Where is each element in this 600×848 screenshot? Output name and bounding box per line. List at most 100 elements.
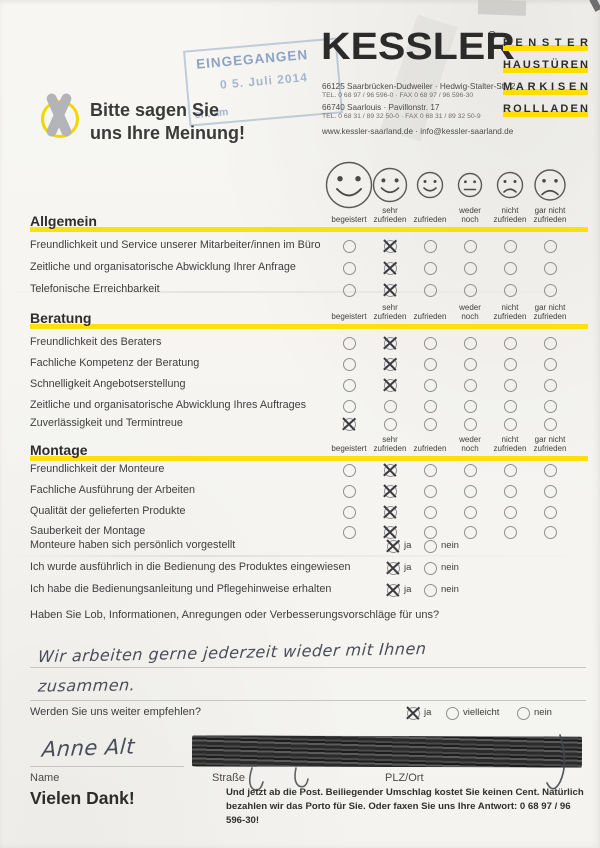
rating-radio-3[interactable] (423, 463, 437, 477)
rating-radio-4[interactable] (463, 261, 477, 275)
rating-radio-6[interactable] (543, 399, 557, 413)
recommend-radio-nein[interactable] (516, 706, 530, 720)
rating-radio-2-checked[interactable] (383, 239, 397, 253)
rating-radio-3[interactable] (423, 357, 437, 371)
answer-line-2[interactable] (30, 700, 586, 701)
rating-radio-4[interactable] (463, 336, 477, 350)
rating-radio-2-checked[interactable] (383, 378, 397, 392)
rating-radio-5[interactable] (503, 417, 517, 431)
yesno-radio-nein[interactable] (423, 539, 437, 553)
rating-radio-4[interactable] (463, 239, 477, 253)
rating-radio-6[interactable] (543, 239, 557, 253)
rating-radio-5[interactable] (503, 239, 517, 253)
rating-radio-3[interactable] (423, 399, 437, 413)
rating-radio-1-checked[interactable] (342, 417, 356, 431)
rating-radio-2-checked[interactable] (383, 525, 397, 539)
rating-radio-6[interactable] (543, 336, 557, 350)
handwritten-answer-line-1: Wir arbeiten gerne jederzeit wieder mit … (37, 638, 428, 667)
recommend-radio-vielleicht[interactable] (445, 706, 459, 720)
rating-radio-6[interactable] (543, 261, 557, 275)
corner-mark (589, 0, 600, 12)
scale-label: weder noch (459, 303, 481, 322)
rating-radio-5[interactable] (503, 336, 517, 350)
rating-radio-2-checked[interactable] (383, 336, 397, 350)
rating-radio-1[interactable] (342, 261, 356, 275)
rating-radio-4[interactable] (463, 463, 477, 477)
rating-radio-3[interactable] (423, 378, 437, 392)
yesno-radio-nein[interactable] (423, 583, 437, 597)
yesno-radio-ja-checked[interactable] (386, 583, 400, 597)
rating-radio-6[interactable] (543, 505, 557, 519)
rating-radio-3[interactable] (423, 417, 437, 431)
rating-radio-2-checked[interactable] (383, 463, 397, 477)
yesno-radio-ja-checked[interactable] (386, 539, 400, 553)
stamp-line: EINGEGANGEN (195, 46, 309, 72)
rating-radio-4[interactable] (463, 484, 477, 498)
rating-radio-4[interactable] (463, 283, 477, 297)
yesno-question-label: Ich wurde ausführlich in die Bedienung d… (30, 561, 351, 573)
phone-line-1: TEL. 0 68 97 / 96 596-0 · FAX 0 68 97 / … (322, 92, 474, 99)
rating-radio-5[interactable] (503, 399, 517, 413)
rating-radio-5[interactable] (503, 283, 517, 297)
rating-radio-5[interactable] (503, 525, 517, 539)
option-label-nein: nein (441, 540, 459, 551)
rating-radio-1[interactable] (342, 239, 356, 253)
scale-label: nicht zufrieden (493, 435, 527, 454)
rating-radio-3[interactable] (423, 261, 437, 275)
rating-radio-5[interactable] (503, 261, 517, 275)
rating-radio-6[interactable] (543, 463, 557, 477)
rating-radio-5[interactable] (503, 378, 517, 392)
rating-radio-6[interactable] (543, 378, 557, 392)
rating-radio-1[interactable] (342, 283, 356, 297)
yesno-radio-ja-checked[interactable] (386, 561, 400, 575)
rating-radio-4[interactable] (463, 357, 477, 371)
rating-radio-4[interactable] (463, 378, 477, 392)
rating-radio-6[interactable] (543, 283, 557, 297)
scale-label: weder noch (459, 206, 481, 225)
rating-radio-6[interactable] (543, 357, 557, 371)
rating-radio-6[interactable] (543, 417, 557, 431)
answer-line-1[interactable] (30, 667, 586, 668)
recommend-radio-ja-checked[interactable] (406, 706, 420, 720)
rating-radio-6[interactable] (543, 484, 557, 498)
rating-radio-3[interactable] (423, 336, 437, 350)
rating-radio-1[interactable] (342, 336, 356, 350)
rating-radio-3[interactable] (423, 484, 437, 498)
phone-line-2: TEL. 0 68 31 / 89 32 50-0 · FAX 0 68 31 … (322, 113, 481, 120)
rating-radio-1[interactable] (342, 484, 356, 498)
rating-radio-4[interactable] (463, 417, 477, 431)
rating-radio-3[interactable] (423, 239, 437, 253)
rating-radio-1[interactable] (342, 357, 356, 371)
rating-radio-4[interactable] (463, 505, 477, 519)
rating-radio-2-checked[interactable] (383, 505, 397, 519)
rating-radio-2-checked[interactable] (383, 261, 397, 275)
rating-radio-2[interactable] (383, 417, 397, 431)
name-line[interactable] (30, 766, 184, 767)
rating-radio-4[interactable] (463, 525, 477, 539)
yesno-radio-nein[interactable] (423, 561, 437, 575)
rating-radio-1[interactable] (342, 525, 356, 539)
scale-label: sehr zufrieden (373, 206, 407, 225)
rating-radio-5[interactable] (503, 484, 517, 498)
scale-label: weder noch (459, 435, 481, 454)
rating-radio-1[interactable] (342, 378, 356, 392)
rating-radio-3[interactable] (423, 525, 437, 539)
smiley-scale (325, 161, 566, 209)
rating-radio-2-checked[interactable] (383, 283, 397, 297)
rating-radio-2-checked[interactable] (383, 484, 397, 498)
rating-radio-1[interactable] (342, 505, 356, 519)
section-underline (30, 456, 588, 461)
rating-radio-1[interactable] (342, 463, 356, 477)
rating-radio-3[interactable] (423, 283, 437, 297)
rating-radio-2[interactable] (383, 399, 397, 413)
rating-radio-1[interactable] (342, 399, 356, 413)
rating-radio-2-checked[interactable] (383, 357, 397, 371)
rating-radio-3[interactable] (423, 505, 437, 519)
rating-radio-5[interactable] (503, 357, 517, 371)
scale-label: gar nicht zufrieden (533, 435, 567, 454)
rating-radio-5[interactable] (503, 505, 517, 519)
rating-radio-4[interactable] (463, 399, 477, 413)
rating-radio-5[interactable] (503, 463, 517, 477)
rating-radio-6[interactable] (543, 525, 557, 539)
